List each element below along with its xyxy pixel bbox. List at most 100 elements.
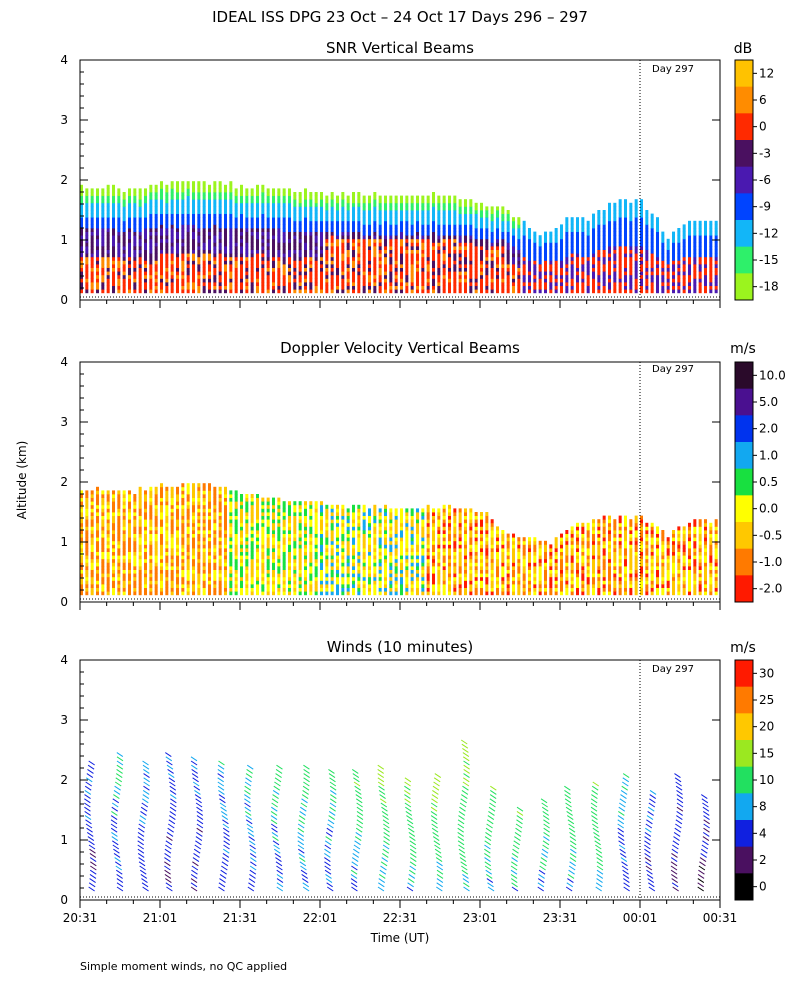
snr-cell	[384, 195, 387, 200]
doppler-cell	[224, 562, 227, 567]
doppler-cell	[218, 512, 222, 516]
doppler-cell	[346, 522, 350, 527]
snr-cell	[149, 285, 153, 290]
snr-cell	[336, 249, 339, 254]
snr-cell	[608, 220, 611, 225]
doppler-cell	[85, 558, 89, 563]
snr-cell	[96, 224, 99, 229]
doppler-cell	[309, 522, 313, 527]
doppler-cell	[389, 512, 393, 516]
snr-cell	[709, 235, 713, 240]
snr-cell	[490, 235, 494, 240]
snr-cell	[410, 213, 414, 218]
doppler-cell	[101, 562, 105, 567]
snr-cell	[389, 249, 393, 254]
doppler-cell	[213, 508, 217, 513]
doppler-cell	[309, 548, 313, 552]
doppler-cell	[261, 569, 265, 574]
doppler-cell	[298, 537, 302, 542]
snr-cell	[192, 184, 195, 189]
snr-cell	[570, 285, 574, 290]
snr-cell	[645, 285, 649, 290]
snr-cell	[261, 217, 265, 222]
snr-cell	[213, 195, 217, 200]
snr-cell	[677, 253, 681, 258]
snr-cell	[501, 206, 505, 211]
doppler-cell	[186, 562, 190, 567]
snr-cell	[266, 289, 270, 294]
snr-cell	[602, 267, 606, 272]
doppler-cell	[378, 584, 382, 588]
doppler-cell	[181, 526, 185, 531]
snr-cell	[245, 199, 249, 204]
snr-cell	[346, 213, 350, 218]
doppler-cell	[234, 584, 238, 588]
doppler-cell	[352, 566, 355, 570]
snr-cell	[112, 253, 115, 258]
snr-cell	[320, 202, 323, 207]
doppler-cell	[165, 587, 169, 592]
doppler-cell	[256, 576, 259, 581]
snr-cell	[336, 238, 339, 243]
snr-cell	[597, 246, 601, 250]
doppler-cell	[256, 504, 259, 509]
snr-cell	[469, 213, 473, 218]
snr-cell	[426, 231, 430, 236]
doppler-cell	[282, 587, 286, 592]
snr-cell	[517, 228, 521, 232]
doppler-cell	[277, 576, 281, 581]
snr-cell	[384, 231, 387, 236]
snr-colorbar-label: 6	[759, 93, 767, 107]
snr-cell	[224, 184, 227, 189]
snr-cell	[634, 260, 638, 265]
snr-cell	[437, 202, 441, 207]
doppler-cell	[330, 562, 334, 567]
doppler-cell	[330, 569, 334, 574]
snr-cell	[160, 195, 163, 200]
doppler-cell	[128, 490, 131, 495]
doppler-cell	[346, 533, 350, 538]
snr-cell	[288, 220, 291, 225]
doppler-cell	[197, 566, 201, 570]
snr-cell	[133, 285, 137, 290]
doppler-cell	[378, 548, 382, 552]
snr-cell	[85, 202, 89, 207]
doppler-cell	[325, 580, 329, 585]
snr-cell	[352, 202, 355, 207]
snr-cell	[176, 210, 179, 214]
doppler-cell	[106, 537, 110, 542]
doppler-cell	[277, 530, 281, 534]
snr-cell	[570, 289, 574, 294]
snr-cell	[634, 289, 638, 294]
snr-cell	[133, 264, 137, 268]
snr-cell	[538, 256, 542, 261]
doppler-cell	[128, 530, 131, 534]
doppler-cell	[426, 580, 430, 585]
doppler-cell	[240, 576, 243, 581]
snr-cell	[208, 271, 211, 276]
snr-cell	[597, 267, 601, 272]
snr-cell	[693, 289, 697, 294]
snr-cell	[298, 271, 302, 276]
snr-cell	[181, 278, 185, 283]
doppler-cell	[224, 530, 227, 534]
doppler-cell	[85, 494, 89, 498]
snr-cell	[261, 224, 265, 229]
snr-cell	[336, 282, 339, 286]
doppler-cell	[421, 530, 425, 534]
snr-cell	[133, 192, 137, 196]
snr-cell	[149, 231, 153, 236]
snr-cell	[474, 231, 478, 236]
doppler-cell	[261, 540, 265, 545]
doppler-cell	[176, 490, 179, 495]
snr-cell	[634, 242, 638, 247]
snr-cell	[165, 206, 169, 211]
snr-cell	[346, 274, 350, 279]
doppler-cell	[240, 512, 243, 516]
doppler-cell	[320, 573, 323, 578]
snr-cell	[522, 228, 526, 232]
snr-cell	[608, 289, 611, 294]
doppler-cell	[373, 526, 377, 531]
snr-cell	[85, 188, 89, 193]
snr-cell	[352, 217, 355, 222]
